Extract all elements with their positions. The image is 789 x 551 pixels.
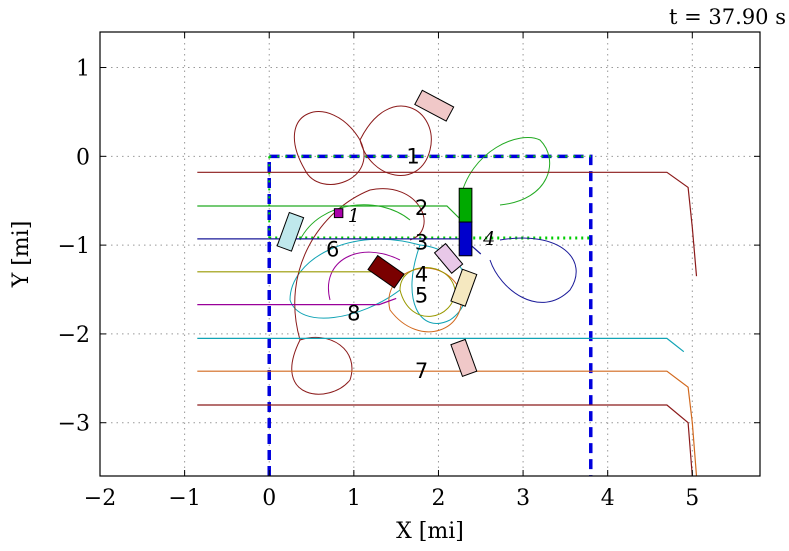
trajectory-loop <box>328 251 401 301</box>
vehicle-marker-4 <box>458 221 473 257</box>
vehicle-marker-1 <box>414 89 455 122</box>
trajectory-loop <box>359 105 432 176</box>
x-tick-label: 2 <box>431 486 445 511</box>
x-tick-label: −2 <box>84 486 116 511</box>
trajectory-loop <box>291 336 353 395</box>
x-tick-label: 1 <box>347 486 361 511</box>
trajectory-loop <box>489 237 577 303</box>
vehicle-marker-8 <box>433 242 464 274</box>
trajectory-loop <box>294 188 425 341</box>
vehicle-label-8: 8 <box>347 301 360 325</box>
plot-frame <box>99 31 761 477</box>
vehicle-label-5: 5 <box>415 284 428 308</box>
trajectory-series <box>197 171 698 477</box>
time-label: t = 37.90 s <box>669 5 786 29</box>
trajectory-line-8 <box>197 404 693 477</box>
axis-ticks: −2 −1 0 1 2 3 4 510−1−2−3 <box>58 32 760 511</box>
vehicle-marker-9 <box>333 208 344 219</box>
x-tick-label: −1 <box>168 486 200 511</box>
trajectory-line-7 <box>197 370 698 477</box>
vehicle-marker-6 <box>450 268 478 307</box>
y-tick-label: 0 <box>76 145 90 170</box>
vehicle-marker-5 <box>367 254 405 289</box>
vehicle-markers <box>276 89 478 377</box>
x-axis-label: X [mi] <box>396 519 464 544</box>
trajectory-loop <box>289 238 421 319</box>
vehicle-label-6: 6 <box>326 238 339 262</box>
trajectory-line-5 <box>197 297 397 306</box>
y-tick-label: −1 <box>58 234 90 259</box>
x-tick-label: 5 <box>685 486 699 511</box>
trajectory-line-6 <box>197 337 685 353</box>
region-boundary <box>267 154 593 476</box>
vehicle-marker-3 <box>458 187 473 223</box>
vehicle-label-1: 1 <box>406 144 419 168</box>
trajectory-line-1 <box>197 171 698 277</box>
x-tick-label: 4 <box>601 486 615 511</box>
vehicle-label-3: 3 <box>415 230 428 254</box>
x-tick-label: 3 <box>516 486 530 511</box>
y-axis-label: Y [mi] <box>9 221 34 289</box>
vehicle-label-10: 4 <box>482 228 495 250</box>
x-tick-label: 0 <box>262 486 276 511</box>
vehicle-label-4: 4 <box>415 262 428 286</box>
y-tick-label: −2 <box>58 323 90 348</box>
vehicle-label-7: 7 <box>415 359 428 383</box>
vehicle-label-2: 2 <box>415 196 428 220</box>
y-tick-label: 1 <box>76 57 90 82</box>
vehicle-marker-2 <box>276 211 305 252</box>
vehicle-marker-7 <box>450 338 478 377</box>
y-tick-label: −3 <box>58 412 90 437</box>
vehicle-label-9: 1 <box>348 205 360 227</box>
trajectory-loop <box>459 137 550 206</box>
